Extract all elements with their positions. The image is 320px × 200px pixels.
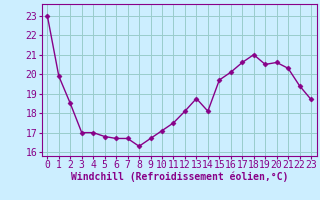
X-axis label: Windchill (Refroidissement éolien,°C): Windchill (Refroidissement éolien,°C) [70,172,288,182]
